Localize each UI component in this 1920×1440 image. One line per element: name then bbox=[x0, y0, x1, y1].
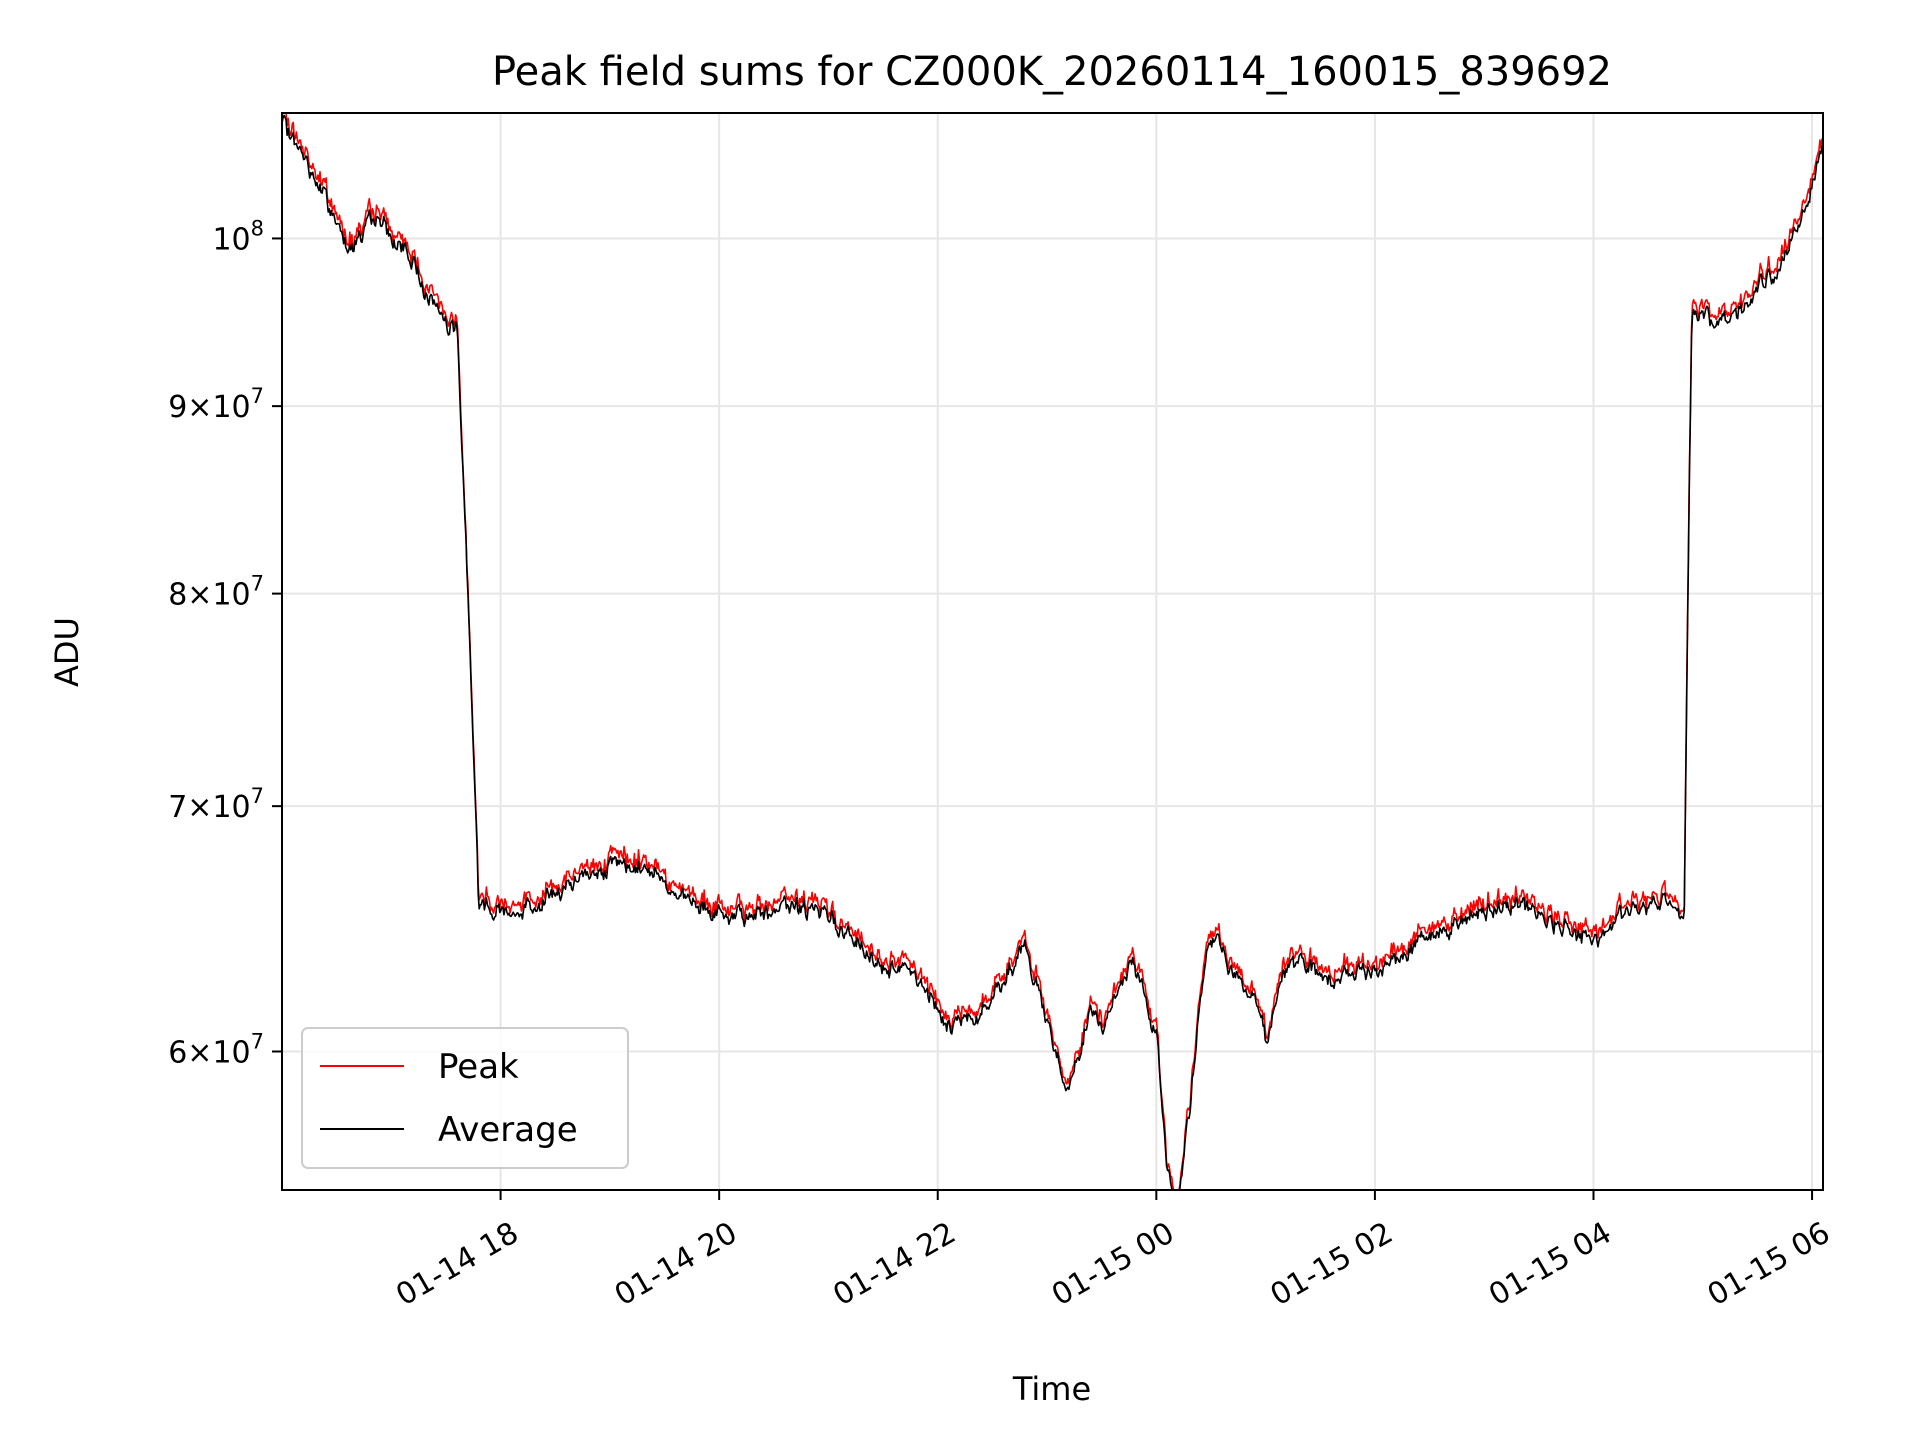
y-tick-exponent: 8 bbox=[251, 216, 264, 240]
y-tick-times: × bbox=[187, 390, 212, 425]
y-tick-exponent: 7 bbox=[251, 784, 264, 808]
legend-label-peak: Peak bbox=[438, 1047, 519, 1087]
y-tick-mantissa: 9 bbox=[168, 390, 187, 425]
y-axis-title: ADU bbox=[48, 617, 86, 687]
x-axis-title: Time bbox=[1012, 1370, 1091, 1408]
y-tick-mantissa: 6 bbox=[168, 1036, 187, 1071]
y-tick-exponent: 7 bbox=[251, 1030, 264, 1054]
y-tick-mantissa: 7 bbox=[168, 790, 187, 825]
grid bbox=[282, 113, 1823, 1190]
y-tick-times: × bbox=[187, 790, 212, 825]
y-tick-base: 10 bbox=[212, 390, 250, 425]
y-tick-times: × bbox=[187, 578, 212, 613]
y-tick-base: 10 bbox=[212, 1036, 250, 1071]
legend-label-average: Average bbox=[438, 1110, 578, 1150]
y-tick-exponent: 7 bbox=[251, 572, 264, 596]
y-tick-mantissa: 8 bbox=[168, 578, 187, 613]
plot-series bbox=[281, 112, 1824, 1191]
y-tick-base: 10 bbox=[212, 790, 250, 825]
y-tick-label: 6×107 bbox=[168, 1030, 264, 1071]
plot-area-frame bbox=[281, 112, 1824, 1191]
legend-box bbox=[301, 1027, 629, 1169]
y-tick-exponent: 7 bbox=[251, 384, 264, 408]
y-tick-label: 7×107 bbox=[168, 784, 264, 825]
y-tick-times: × bbox=[187, 1036, 212, 1071]
y-tick-label: 108 bbox=[212, 216, 264, 257]
series-line-average bbox=[281, 114, 1824, 1191]
y-tick-label: 9×107 bbox=[168, 384, 264, 425]
y-tick-base: 10 bbox=[212, 578, 250, 613]
legend: Peak Average bbox=[301, 1027, 629, 1169]
y-tick-base: 10 bbox=[212, 222, 250, 257]
series-line-peak bbox=[281, 112, 1824, 1191]
chart-title: Peak field sums for CZ000K_20260114_1600… bbox=[492, 49, 1612, 95]
y-tick-label: 8×107 bbox=[168, 572, 264, 613]
